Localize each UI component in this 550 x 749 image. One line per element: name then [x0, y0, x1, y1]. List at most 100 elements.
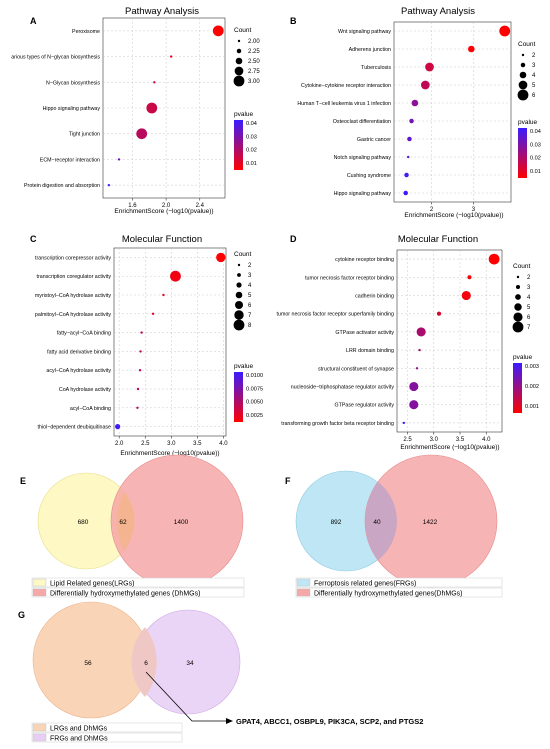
chart-title-c: Molecular Function — [122, 234, 202, 245]
size-legend-dot — [515, 294, 521, 300]
panel-label-d: D — [290, 234, 297, 244]
data-point — [138, 369, 142, 372]
y-tick-label: Cushing syndrome — [347, 173, 391, 179]
venn-overlap-count-g: 6 — [144, 660, 148, 667]
data-point — [216, 252, 226, 263]
y-tick-label: GTPase regulator activity — [335, 403, 395, 409]
overlap-gene-list: GPAT4, ABCC1, OSBPL9, PIK3CA, SCP2, and … — [236, 717, 423, 726]
size-legend-label: 5 — [527, 305, 531, 311]
y-tick-label: fatty acid derivative binding — [47, 349, 111, 355]
color-legend-label: 0.04 — [246, 121, 257, 127]
size-legend-label: 2 — [532, 53, 536, 59]
data-point — [136, 387, 140, 391]
y-tick-label: Hippo signaling pathway — [43, 106, 101, 112]
size-legend-dot — [520, 62, 526, 68]
color-legend-title-d: pvalue — [513, 354, 533, 361]
size-legend-dot — [236, 48, 242, 54]
panel-label-c: C — [30, 234, 37, 244]
size-legend-label: 6 — [527, 315, 531, 321]
chart-title-a: Pathway Analysis — [125, 6, 199, 17]
y-tick-label: myristoyl−CoA hydrolase activity — [35, 293, 111, 299]
size-legend-label: 2 — [248, 263, 252, 269]
x-tick-label: 2 — [430, 207, 434, 213]
data-point — [488, 253, 500, 265]
legend-row-dhmgs-f — [295, 587, 503, 598]
y-tick-label: Protein digestion and absorption — [24, 183, 100, 189]
x-axis-label-b: EnrichmentScore (−log10(pvalue)) — [404, 212, 503, 219]
data-point — [418, 348, 421, 352]
venn-right-count-e: 1400 — [174, 519, 189, 526]
annotation-leader-line — [145, 671, 228, 722]
plot-area-c — [113, 247, 227, 437]
size-legend-label: 2.00 — [248, 39, 260, 45]
y-tick-label: palmitoyl−CoA hydrolase activity — [35, 312, 111, 318]
color-legend-label: 0.003 — [525, 364, 539, 370]
panel-a: A Pathway Analysis Peroxisome arious type… — [11, 6, 260, 215]
legend-label-lrgs-dhmgs: LRGs and DhMGs — [50, 726, 108, 733]
legend-label-dhmgs-f: Differentially hydroxymethylated genes(D… — [314, 591, 463, 598]
y-tick-label: CoA hydrolase activity — [59, 387, 111, 393]
x-axis-label-d: EnrichmentScore (−log10(pvalue)) — [400, 444, 499, 451]
y-tick-label: Notch signaling pathway — [334, 155, 392, 161]
color-legend-label: 0.002 — [525, 384, 539, 390]
size-legend-dot — [513, 312, 523, 322]
size-legend-label: 7 — [527, 325, 531, 331]
data-point — [170, 270, 181, 282]
venn-panel-e: E 680 62 1400 Lipid Related genes(LRGs) … — [20, 454, 245, 598]
color-legend-title-a: pvalue — [234, 111, 254, 118]
y-tick-label: acyl−CoA hydrolase activity — [46, 368, 111, 374]
data-point — [416, 327, 426, 337]
data-point — [404, 172, 409, 178]
size-legend-label: 3.00 — [248, 79, 260, 85]
venn-overlap-count-e: 62 — [119, 519, 127, 526]
data-point — [136, 128, 148, 140]
size-legend-label: 2.25 — [248, 49, 260, 55]
color-legend-label: 0.01 — [246, 161, 257, 167]
venn-left-count-e: 680 — [78, 519, 89, 526]
data-point — [115, 424, 121, 430]
venn-overlap-count-f: 40 — [373, 519, 381, 526]
y-tick-label: tumor necrosis factor receptor binding — [305, 275, 394, 281]
venn-overlap-g — [131, 627, 157, 697]
data-point — [169, 55, 173, 58]
venn-overlap-e — [117, 491, 135, 551]
venn-right-count-g: 34 — [186, 660, 194, 667]
y-tick-label: structural constituent of synapse — [318, 366, 394, 372]
size-legend-label: 4 — [532, 73, 536, 79]
size-legend-dot — [521, 53, 525, 57]
data-point — [409, 118, 414, 124]
data-point — [420, 80, 430, 90]
y-tick-label: Osteoclast differentiation — [333, 119, 391, 125]
x-tick-label: 1.6 — [128, 203, 137, 209]
size-legend-title-d: Count — [513, 263, 531, 270]
y-tick-label: transforming growth factor beta receptor… — [281, 421, 394, 427]
data-point — [425, 62, 434, 72]
chart-title-b: Pathway Analysis — [401, 6, 475, 17]
data-point — [461, 290, 471, 301]
chart-title-d: Molecular Function — [398, 234, 478, 245]
color-legend-label: 0.0075 — [246, 386, 263, 392]
legend-row-dhmgs-e — [31, 587, 245, 598]
color-legend-label: 0.001 — [525, 404, 539, 410]
data-point — [402, 421, 406, 425]
legend-swatch-dhmgs-f — [296, 588, 311, 597]
y-tick-label: Adherens junction — [349, 47, 391, 53]
data-point — [468, 45, 475, 53]
y-tick-label: Tuberculosis — [361, 65, 391, 71]
legend-row-frgs — [295, 577, 503, 588]
size-legend-dot — [514, 303, 522, 311]
data-point — [415, 367, 419, 370]
color-legend-label: 0.03 — [530, 142, 541, 148]
venn-panel-g: G 56 6 34 GPAT4, ABCC1, OSBPL9, PIK3CA, … — [18, 601, 423, 743]
data-point — [153, 81, 156, 84]
panel-d: D Molecular Function cytokine receptor b… — [277, 234, 539, 451]
color-legend-label: 0.0025 — [246, 413, 263, 419]
annotation-arrowhead — [226, 718, 233, 724]
legend-row-frgs-dhmgs — [31, 732, 183, 743]
legend-label-dhmgs-e: Differentially hydroxymethylated genes (… — [50, 591, 200, 598]
data-point — [467, 275, 472, 280]
color-legend-title-b: pvalue — [518, 119, 538, 126]
x-tick-label: 2.5 — [403, 437, 412, 443]
size-legend-label: 2.50 — [248, 59, 260, 65]
size-legend-dot — [237, 263, 241, 267]
